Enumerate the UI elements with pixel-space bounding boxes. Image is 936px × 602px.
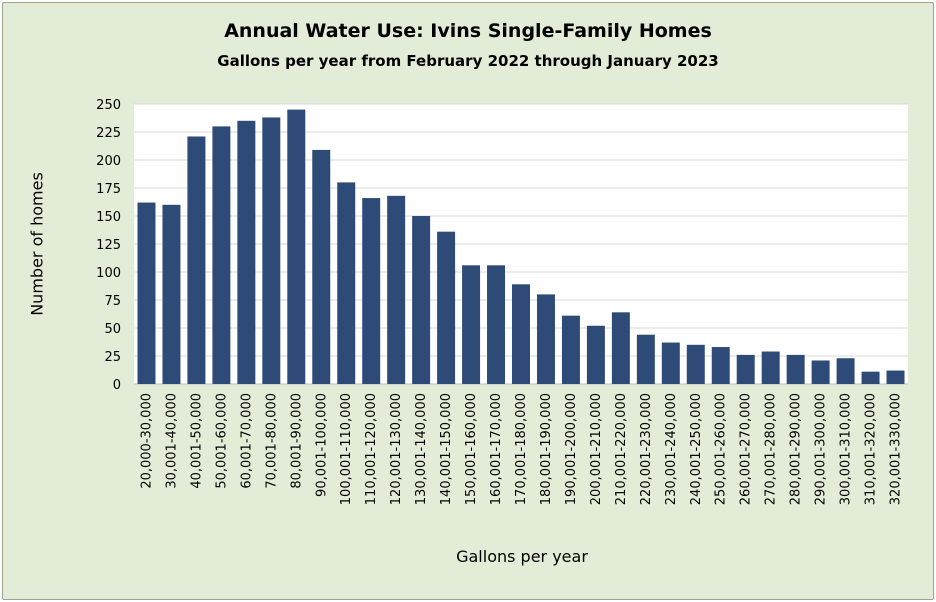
bars — [137, 109, 905, 385]
x-tick-label: 270,001-280,000 — [764, 393, 779, 505]
bar-20,000-30,000 — [137, 202, 156, 384]
x-tick-labels: 20,000-30,000 30,001-40,000 40,001-50,000 5… — [139, 393, 903, 505]
bar-40,001-50,000 — [187, 136, 206, 384]
x-tick-label: 80,001-90,000 — [289, 393, 304, 489]
x-tick-label: 160,001-170,000 — [489, 393, 504, 505]
x-tick-label: 190,001-200,000 — [564, 393, 579, 505]
x-tick-label: 20,000-30,000 — [139, 393, 154, 489]
bar-320,001-330,000 — [886, 370, 905, 384]
x-tick-label: 210,001-220,000 — [614, 393, 629, 505]
x-tick-label: 290,001-300,000 — [814, 393, 829, 505]
bar-60,001-70,000 — [237, 120, 256, 385]
bar-270,001-280,000 — [761, 351, 780, 384]
x-tick-label: 170,001-180,000 — [514, 393, 529, 505]
x-tick-label: 150,001-160,000 — [464, 393, 479, 505]
bar-150,001-160,000 — [462, 265, 481, 384]
y-tick-label: 75 — [104, 294, 121, 309]
x-tick-label: 310,001-320,000 — [864, 393, 879, 505]
x-tick-label: 110,001-120,000 — [364, 393, 379, 505]
x-tick-label: 90,001-100,000 — [314, 393, 329, 497]
bar-250,001-260,000 — [711, 347, 730, 384]
chart-subtitle: Gallons per year from February 2022 thro… — [217, 52, 719, 70]
bar-280,001-290,000 — [786, 354, 805, 384]
bar-30,001-40,000 — [162, 204, 181, 384]
y-tick-label: 175 — [96, 182, 121, 197]
bar-130,001-140,000 — [412, 216, 431, 384]
y-tick-label: 200 — [96, 154, 121, 169]
bar-110,001-120,000 — [362, 198, 381, 384]
bar-260,001-270,000 — [736, 354, 755, 384]
x-tick-label: 240,001-250,000 — [689, 393, 704, 505]
x-tick-label: 30,001-40,000 — [164, 393, 179, 489]
bar-220,001-230,000 — [636, 334, 655, 384]
chart-title: Annual Water Use: Ivins Single-Family Ho… — [224, 20, 712, 42]
bar-230,001-240,000 — [661, 342, 680, 384]
bar-190,001-200,000 — [561, 315, 580, 384]
x-tick-label: 70,001-80,000 — [264, 393, 279, 489]
x-tick-label: 50,001-60,000 — [214, 393, 229, 489]
y-tick-label: 250 — [96, 98, 121, 113]
bar-100,001-110,000 — [337, 182, 356, 384]
x-tick-label: 260,001-270,000 — [739, 393, 754, 505]
x-tick-label: 120,001-130,000 — [389, 393, 404, 505]
x-tick-label: 320,001-330,000 — [889, 393, 904, 505]
y-tick-label: 100 — [96, 266, 121, 281]
x-tick-label: 200,001-210,000 — [589, 393, 604, 505]
x-axis-label: Gallons per year — [456, 547, 588, 566]
x-tick-label: 140,001-150,000 — [439, 393, 454, 505]
bar-120,001-130,000 — [387, 195, 406, 384]
x-tick-label: 230,001-240,000 — [664, 393, 679, 505]
x-tick-label: 180,001-190,000 — [539, 393, 554, 505]
y-tick-labels: 0 25 50 75 100 125 150 175 200 225 250 — [96, 98, 121, 393]
bar-240,001-250,000 — [686, 344, 705, 384]
x-tick-label: 40,001-50,000 — [189, 393, 204, 489]
bar-180,001-190,000 — [536, 294, 555, 384]
bar-170,001-180,000 — [512, 284, 530, 384]
bar-210,001-220,000 — [611, 312, 630, 384]
y-tick-label: 0 — [113, 378, 121, 393]
bar-200,001-210,000 — [586, 325, 605, 384]
bar-310,001-320,000 — [861, 371, 880, 384]
bar-160,001-170,000 — [487, 265, 506, 384]
bar-50,001-60,000 — [212, 126, 231, 385]
bar-70,001-80,000 — [262, 117, 281, 384]
x-tick-label: 300,001-310,000 — [839, 393, 854, 505]
y-tick-label: 225 — [96, 126, 121, 141]
bar-140,001-150,000 — [437, 231, 456, 384]
x-tick-label: 220,001-230,000 — [639, 393, 654, 505]
bar-290,001-300,000 — [811, 360, 830, 384]
y-tick-label: 125 — [96, 238, 121, 253]
x-tick-label: 130,001-140,000 — [414, 393, 429, 505]
y-tick-label: 150 — [96, 210, 121, 225]
y-tick-label: 25 — [104, 350, 121, 365]
bar-90,001-100,000 — [312, 149, 331, 384]
bar-300,001-310,000 — [836, 358, 855, 384]
y-tick-label: 50 — [104, 322, 121, 337]
x-tick-label: 60,001-70,000 — [239, 393, 254, 489]
x-tick-label: 280,001-290,000 — [789, 393, 804, 505]
x-tick-label: 250,001-260,000 — [714, 393, 729, 505]
x-tick-label: 100,001-110,000 — [339, 393, 354, 505]
bar-80,001-90,000 — [287, 109, 306, 384]
